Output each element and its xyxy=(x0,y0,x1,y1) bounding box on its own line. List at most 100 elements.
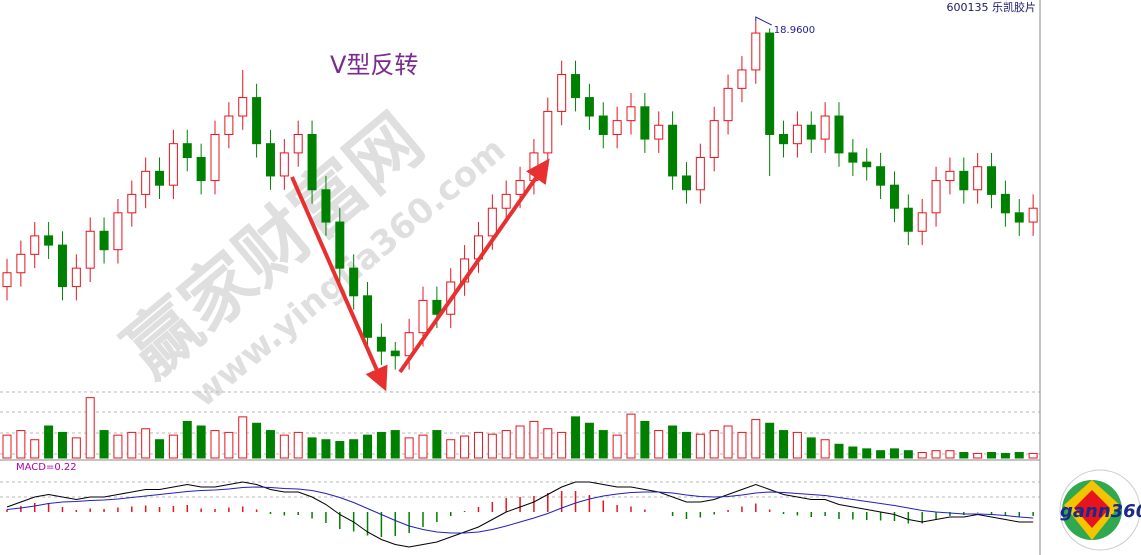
volume-bar xyxy=(959,452,969,459)
candle-body xyxy=(806,124,816,140)
volume-bar xyxy=(1000,452,1010,459)
candle-body xyxy=(335,221,345,269)
volume-bar xyxy=(973,452,983,459)
volume-bar xyxy=(668,425,678,459)
arrow-up xyxy=(398,158,550,374)
candle-body xyxy=(612,120,622,135)
volume-bar xyxy=(432,430,442,459)
volume-bar xyxy=(349,439,359,459)
candle-body xyxy=(349,267,359,297)
volume-bar xyxy=(501,430,511,459)
volume-bar xyxy=(820,439,830,459)
candle-body xyxy=(709,120,719,159)
volume-bar xyxy=(71,437,81,459)
candle-body xyxy=(252,97,262,145)
volume-bar xyxy=(876,450,886,459)
candle-body xyxy=(543,110,553,154)
volume-bar xyxy=(626,413,636,459)
candle-body xyxy=(155,170,165,186)
volume-bar xyxy=(99,430,109,459)
candle-body xyxy=(376,336,386,352)
volume-bar xyxy=(917,452,927,459)
candle-body xyxy=(390,350,400,357)
candle-body xyxy=(16,253,26,274)
volume-bar xyxy=(238,416,248,459)
candle-body xyxy=(792,124,802,145)
volume-bar xyxy=(210,430,220,459)
volume-bar xyxy=(390,430,400,459)
volume-bar xyxy=(363,434,373,459)
volume-bar xyxy=(709,430,719,459)
candle-body xyxy=(293,133,303,154)
candle-body xyxy=(363,295,373,338)
macd-line xyxy=(6,486,1034,534)
candle-body xyxy=(487,207,497,237)
volume-bar xyxy=(460,435,470,459)
volume-bar xyxy=(487,433,497,459)
candle-body xyxy=(723,87,733,122)
max-label: 18.9600 xyxy=(774,25,815,36)
candle-body xyxy=(779,133,789,145)
volume-bar xyxy=(85,397,95,459)
volume-bar xyxy=(834,443,844,459)
volume-bar xyxy=(1014,452,1024,459)
candle-body xyxy=(876,166,886,186)
volume-bar xyxy=(598,430,608,459)
volume-bar xyxy=(376,431,386,459)
candle-body xyxy=(862,161,872,168)
volume-bar xyxy=(723,425,733,459)
candle-body xyxy=(501,193,511,209)
volume-bar xyxy=(321,439,331,459)
candle-body xyxy=(182,143,192,159)
watermark: 赢家财富网 www.yingjia360.com xyxy=(109,98,514,416)
candle-body xyxy=(889,184,899,209)
volume-bar xyxy=(515,425,525,459)
candle-body xyxy=(640,106,650,140)
volume-bar xyxy=(862,448,872,459)
volume-bar xyxy=(2,434,12,459)
candle-body xyxy=(265,143,275,177)
marks xyxy=(2,21,1038,548)
candle-body xyxy=(834,115,844,154)
candle-body xyxy=(848,152,858,163)
candle-body xyxy=(668,124,678,177)
arrow-down xyxy=(290,176,388,392)
candle-body xyxy=(224,115,234,135)
volume-bar xyxy=(779,430,789,459)
volume-bar xyxy=(404,437,414,459)
volume-bar xyxy=(16,430,26,459)
volume-bar xyxy=(265,430,275,459)
candle-body xyxy=(168,143,178,186)
volume-bar xyxy=(44,425,54,459)
candle-body xyxy=(626,106,636,122)
candle-body xyxy=(71,267,81,288)
volume-bar xyxy=(155,439,165,459)
candle-body xyxy=(584,97,594,117)
candle-body xyxy=(279,152,289,177)
volume-bar xyxy=(1028,452,1038,459)
candle-body xyxy=(598,115,608,135)
volume-bar xyxy=(293,431,303,459)
candle-body xyxy=(238,97,248,117)
volume-bar xyxy=(141,428,151,459)
volume-bar xyxy=(57,431,67,459)
volume-bar xyxy=(792,431,802,459)
volume-bar xyxy=(765,422,775,459)
candle-body xyxy=(737,69,747,89)
annotation: V型反转 xyxy=(330,51,418,79)
candle-body xyxy=(695,157,705,191)
volume-bar xyxy=(113,434,123,459)
volume-bar xyxy=(612,434,622,459)
chart-title: 600135 乐凯胶片 xyxy=(947,0,1037,14)
volume-bar xyxy=(889,448,899,459)
volume-bar xyxy=(987,452,997,459)
candle-body xyxy=(1014,212,1024,223)
volume-bar xyxy=(571,416,581,459)
volume-bar xyxy=(806,437,816,459)
candle-body xyxy=(210,133,220,182)
candle-body xyxy=(1000,193,1010,214)
volume-bar xyxy=(751,419,761,459)
candle-body xyxy=(418,299,428,334)
